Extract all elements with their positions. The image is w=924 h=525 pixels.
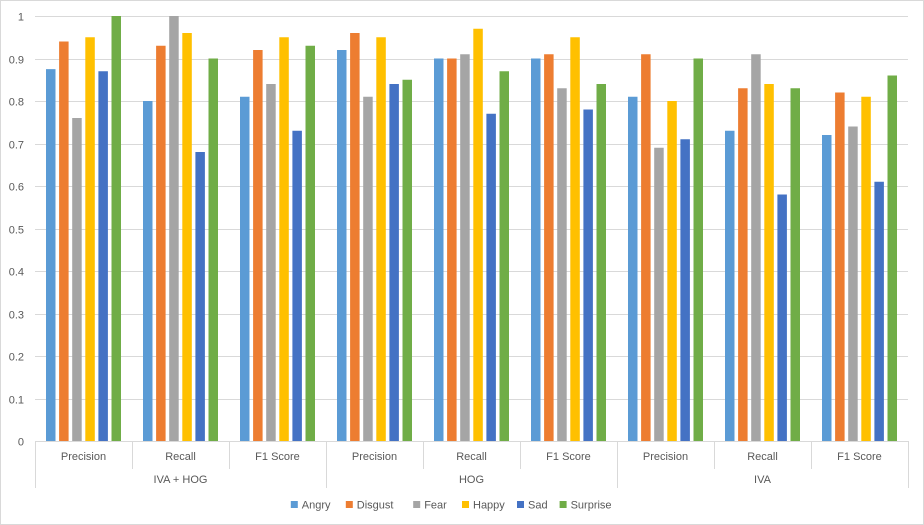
- bar-happy-4: [376, 37, 386, 441]
- legend-swatch-angry: [290, 501, 298, 508]
- legend-label-fear: Fear: [424, 500, 447, 512]
- bar-surprise-1: [111, 16, 121, 441]
- bar-sad-1: [98, 71, 108, 441]
- bar-angry-6: [531, 58, 541, 441]
- x-category-label: Recall: [456, 451, 487, 463]
- bar-fear-4: [363, 96, 373, 441]
- bar-angry-9: [822, 135, 832, 441]
- y-axis: 0 0.1 0.2 0.3 0.4 0.5 0.6 0.7 0.8 0.9 1: [9, 12, 24, 449]
- bar-happy-6: [570, 37, 580, 441]
- y-tick-label: 0: [18, 437, 24, 449]
- bar-fear-7: [654, 147, 664, 441]
- y-tick-label: 0.3: [9, 310, 24, 322]
- legend-swatch-happy: [462, 501, 469, 508]
- y-tick-label: 0.5: [9, 225, 24, 237]
- x-category-label: F1 Score: [546, 451, 591, 463]
- y-tick-label: 0.4: [9, 267, 24, 279]
- x-axis: Precision Recall F1 Score Precision Recall F1…: [35, 441, 909, 488]
- bar-angry-4: [337, 50, 347, 441]
- bar-sad-3: [292, 130, 302, 441]
- bar-disgust-5: [447, 58, 457, 441]
- bar-sad-7: [680, 139, 690, 441]
- bar-sad-5: [486, 113, 496, 441]
- y-tick-label: 0.1: [9, 395, 24, 407]
- bar-surprise-9: [887, 75, 897, 441]
- bar-happy-2: [182, 33, 192, 441]
- bar-disgust-2: [156, 45, 166, 441]
- bar-happy-9: [861, 96, 871, 441]
- bar-disgust-4: [350, 33, 360, 441]
- bar-fear-2: [169, 16, 179, 441]
- legend-label-angry: Angry: [302, 500, 331, 512]
- bar-surprise-5: [499, 71, 509, 441]
- gridlines: [35, 16, 908, 400]
- bar-fear-9: [848, 126, 858, 441]
- bar-disgust-6: [544, 54, 554, 441]
- bar-disgust-7: [641, 54, 651, 441]
- x-category-label: F1 Score: [255, 451, 300, 463]
- bar-happy-7: [667, 101, 677, 441]
- bar-fear-8: [751, 54, 761, 441]
- legend-label-disgust: Disgust: [357, 500, 394, 512]
- bar-fear-1: [72, 118, 82, 441]
- bar-angry-8: [725, 130, 735, 441]
- x-category-label: Precision: [352, 451, 397, 463]
- bar-angry-1: [46, 69, 56, 442]
- bar-happy-5: [473, 28, 483, 441]
- bar-surprise-6: [596, 84, 606, 441]
- legend-label-happy: Happy: [473, 500, 505, 512]
- bar-sad-8: [777, 194, 787, 441]
- bar-sad-2: [195, 152, 205, 441]
- bar-sad-9: [874, 181, 884, 441]
- x-category-label: Recall: [165, 451, 196, 463]
- bar-angry-5: [434, 58, 444, 441]
- bar-disgust-3: [253, 50, 263, 441]
- bar-fear-5: [460, 54, 470, 441]
- bar-happy-3: [279, 37, 289, 441]
- y-tick-label: 0.6: [9, 182, 24, 194]
- bar-disgust-1: [59, 41, 69, 441]
- x-group-label: IVA + HOG: [154, 474, 208, 486]
- y-tick-label: 0.8: [9, 97, 24, 109]
- x-category-label: Recall: [747, 451, 778, 463]
- legend-swatch-disgust: [345, 501, 353, 508]
- x-category-label: Precision: [643, 451, 688, 463]
- bar-sad-4: [389, 84, 399, 441]
- bar-surprise-3: [305, 45, 315, 441]
- y-tick-label: 0.2: [9, 352, 24, 364]
- bar-fear-6: [557, 88, 567, 441]
- legend-swatch-sad: [517, 501, 524, 508]
- legend-swatch-fear: [413, 501, 421, 508]
- bar-happy-8: [764, 84, 774, 441]
- x-group-label: HOG: [459, 474, 484, 486]
- bar-disgust-8: [738, 88, 748, 441]
- bar-angry-2: [143, 101, 153, 441]
- bar-surprise-7: [693, 58, 703, 441]
- y-tick-label: 0.7: [9, 140, 24, 152]
- bar-series: [46, 16, 897, 442]
- x-group-label: IVA: [754, 474, 772, 486]
- bar-disgust-9: [835, 92, 845, 441]
- x-category-label: Precision: [61, 451, 106, 463]
- bar-angry-3: [240, 96, 250, 441]
- legend: Angry Disgust Fear Happy Sad Surprise: [290, 500, 612, 512]
- bar-surprise-2: [208, 58, 218, 441]
- bar-surprise-8: [790, 88, 800, 441]
- bar-surprise-4: [402, 79, 412, 441]
- bar-happy-1: [85, 37, 95, 441]
- legend-label-surprise: Surprise: [571, 500, 612, 512]
- bar-fear-3: [266, 84, 276, 441]
- bar-angry-7: [628, 96, 638, 441]
- x-category-label: F1 Score: [837, 451, 882, 463]
- legend-label-sad: Sad: [528, 500, 548, 512]
- y-tick-label: 0.9: [9, 55, 24, 67]
- bar-sad-6: [583, 109, 593, 441]
- legend-swatch-surprise: [559, 501, 567, 508]
- y-tick-label: 1: [18, 12, 24, 24]
